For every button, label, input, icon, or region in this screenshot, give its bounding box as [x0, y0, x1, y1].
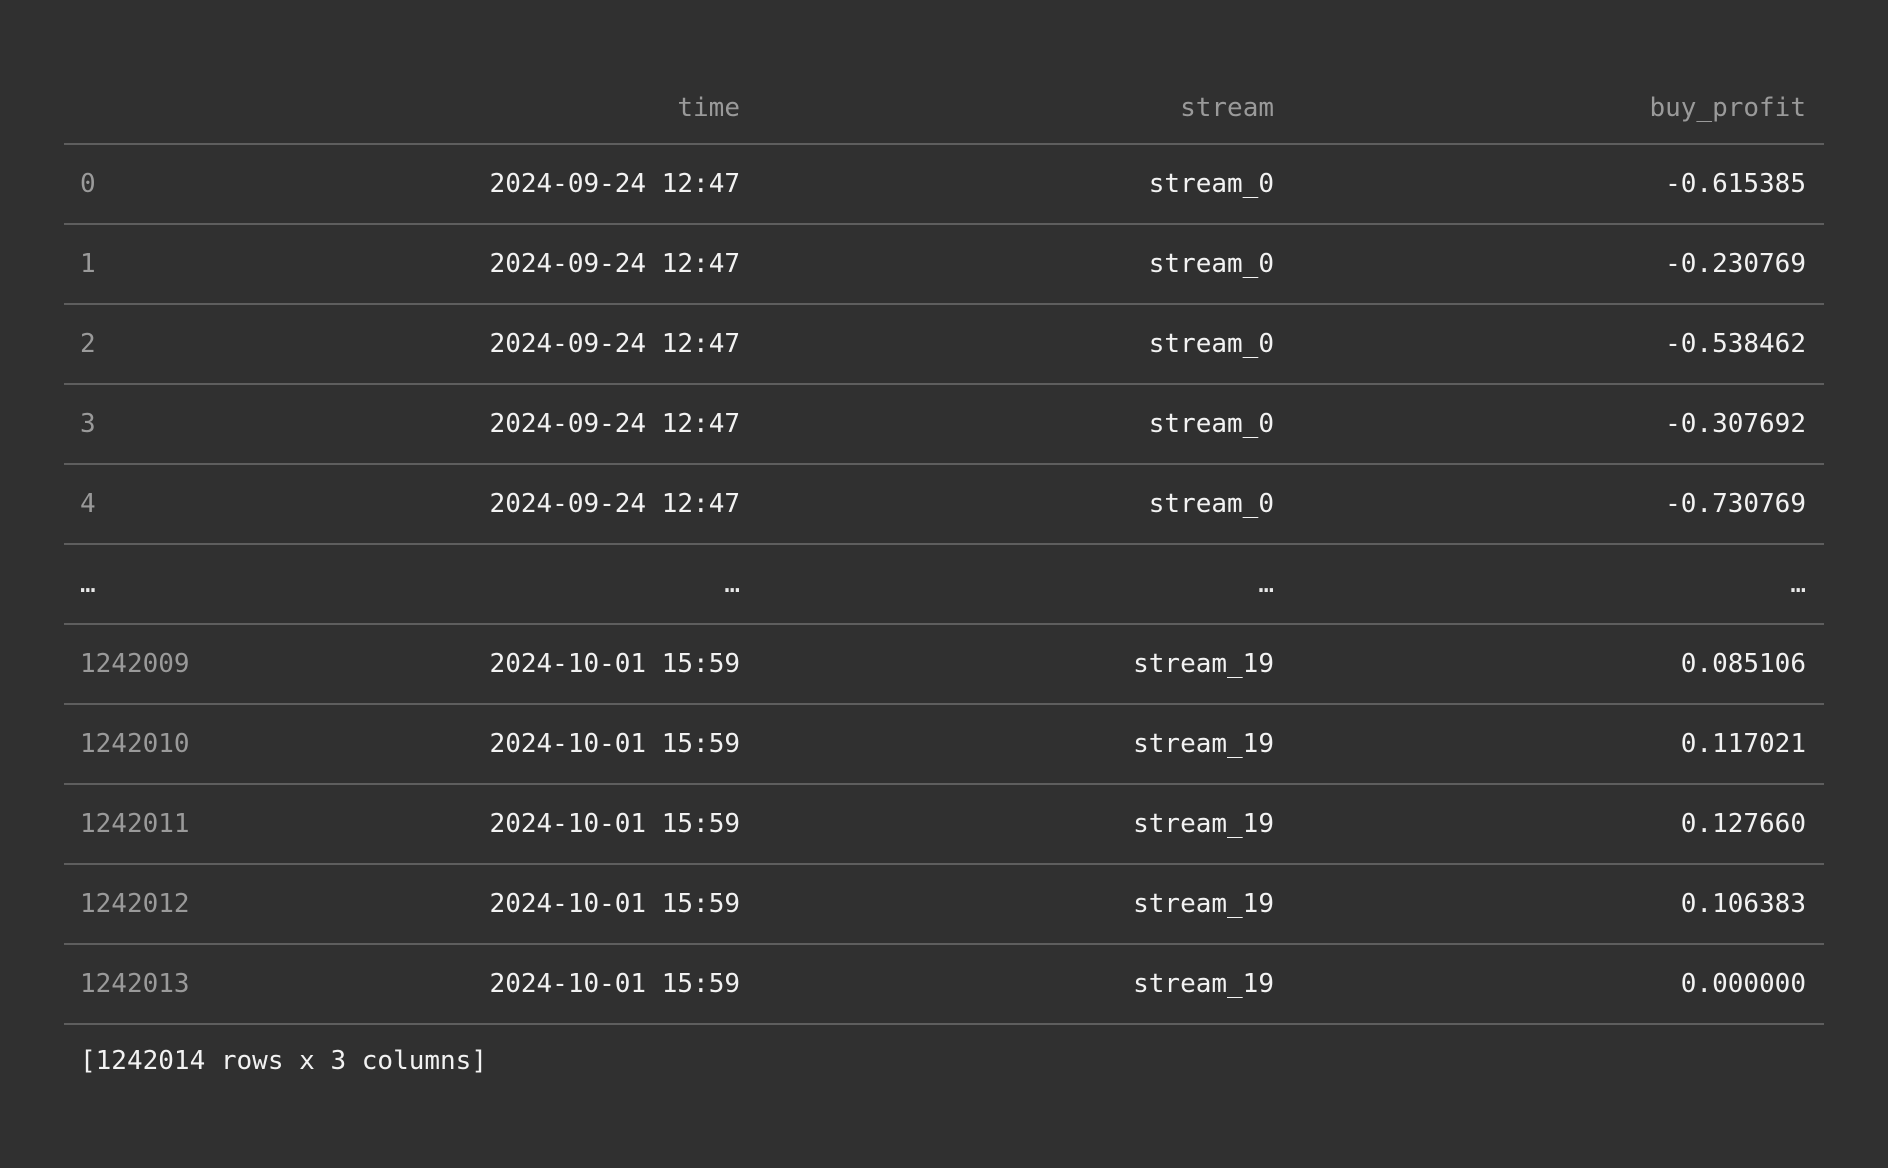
cell-buy-profit: …	[1790, 569, 1806, 599]
header-time: time	[677, 93, 740, 123]
table-header: time stream buy_profit	[64, 64, 1824, 145]
cell-time: 2024-10-01 15:59	[489, 969, 740, 999]
table-row: 4 2024-09-24 12:47 stream_0 -0.730769	[64, 465, 1824, 545]
cell-stream: stream_19	[1133, 809, 1274, 839]
row-index: 1	[80, 249, 96, 279]
cell-buy-profit: -0.615385	[1665, 169, 1806, 199]
table-row: 1242012 2024-10-01 15:59 stream_19 0.106383	[64, 865, 1824, 945]
row-index: 1242011	[80, 809, 190, 839]
cell-buy-profit: 0.000000	[1680, 969, 1806, 999]
header-stream: stream	[1180, 93, 1274, 123]
cell-stream: stream_0	[1148, 249, 1274, 279]
row-index: 1242010	[80, 729, 190, 759]
row-index: 3	[80, 409, 96, 439]
table-row: 1 2024-09-24 12:47 stream_0 -0.230769	[64, 225, 1824, 305]
table-row: 0 2024-09-24 12:47 stream_0 -0.615385	[64, 145, 1824, 225]
cell-buy-profit: -0.538462	[1665, 329, 1806, 359]
cell-stream: stream_0	[1148, 169, 1274, 199]
ellipsis-row: … … … …	[64, 545, 1824, 625]
row-index: 2	[80, 329, 96, 359]
cell-time: 2024-09-24 12:47	[489, 489, 740, 519]
cell-buy-profit: 0.085106	[1680, 649, 1806, 679]
table-row: 3 2024-09-24 12:47 stream_0 -0.307692	[64, 385, 1824, 465]
cell-buy-profit: 0.117021	[1680, 729, 1806, 759]
table-row: 1242011 2024-10-01 15:59 stream_19 0.127660	[64, 785, 1824, 865]
cell-buy-profit: 0.127660	[1680, 809, 1806, 839]
cell-stream: stream_19	[1133, 889, 1274, 919]
cell-time: 2024-10-01 15:59	[489, 649, 740, 679]
cell-stream: stream_19	[1133, 649, 1274, 679]
table-row: 1242010 2024-10-01 15:59 stream_19 0.117021	[64, 705, 1824, 785]
cell-buy-profit: -0.730769	[1665, 489, 1806, 519]
cell-buy-profit: -0.230769	[1665, 249, 1806, 279]
cell-stream: stream_0	[1148, 489, 1274, 519]
header-buy-profit: buy_profit	[1649, 93, 1806, 123]
row-index: 0	[80, 169, 96, 199]
cell-buy-profit: -0.307692	[1665, 409, 1806, 439]
cell-time: 2024-10-01 15:59	[489, 809, 740, 839]
cell-time: 2024-10-01 15:59	[489, 889, 740, 919]
row-index: 1242012	[80, 889, 190, 919]
cell-stream: stream_0	[1148, 409, 1274, 439]
cell-stream: stream_0	[1148, 329, 1274, 359]
cell-time: 2024-09-24 12:47	[489, 169, 740, 199]
cell-stream: stream_19	[1133, 729, 1274, 759]
cell-buy-profit: 0.106383	[1680, 889, 1806, 919]
table-row: 2 2024-09-24 12:47 stream_0 -0.538462	[64, 305, 1824, 385]
cell-time: 2024-09-24 12:47	[489, 249, 740, 279]
cell-stream: stream_19	[1133, 969, 1274, 999]
row-index: 4	[80, 489, 96, 519]
cell-time: 2024-09-24 12:47	[489, 329, 740, 359]
cell-time: …	[724, 569, 740, 599]
cell-stream: …	[1258, 569, 1274, 599]
table-shape-summary: [1242014 rows x 3 columns]	[80, 1046, 487, 1076]
cell-time: 2024-10-01 15:59	[489, 729, 740, 759]
table-row: 1242009 2024-10-01 15:59 stream_19 0.085106	[64, 625, 1824, 705]
row-index: 1242013	[80, 969, 190, 999]
row-index: …	[80, 569, 96, 599]
cell-time: 2024-09-24 12:47	[489, 409, 740, 439]
row-index: 1242009	[80, 649, 190, 679]
table-row: 1242013 2024-10-01 15:59 stream_19 0.000000	[64, 945, 1824, 1025]
